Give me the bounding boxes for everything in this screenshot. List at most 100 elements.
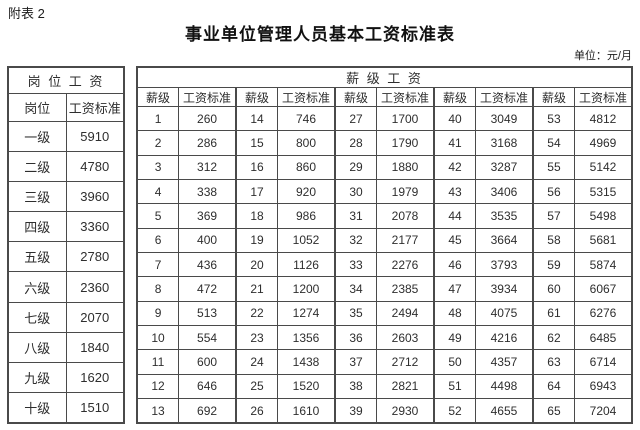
- salary-value-cell: 6485: [574, 325, 633, 351]
- salary-value-cell: 692: [178, 398, 237, 424]
- position-grade-cell: 六级: [7, 271, 67, 303]
- standard-column-header: 工资标准: [475, 87, 534, 107]
- position-salary-cell: 5910: [65, 120, 125, 152]
- grade-number-cell: 54: [531, 130, 576, 156]
- grade-number-cell: 21: [234, 276, 279, 302]
- grade-number-cell: 15: [234, 130, 279, 156]
- table-row: 13 692 26 1610 39 2930 52 4655 65 7204: [136, 398, 633, 424]
- salary-value-cell: 369: [178, 203, 237, 229]
- grade-number-cell: 60: [531, 276, 576, 302]
- salary-value-cell: 5681: [574, 227, 633, 254]
- salary-value-cell: 746: [277, 105, 336, 132]
- grade-number-cell: 20: [234, 252, 279, 278]
- grade-column-header-row: 薪级 工资标准 薪级 工资标准 薪级 工资标准 薪级 工资标准 薪级 工资标准: [136, 87, 633, 107]
- standard-column-header: 工资标准: [65, 92, 125, 122]
- grade-number-cell: 41: [432, 130, 477, 156]
- salary-value-cell: 3664: [475, 227, 534, 254]
- salary-value-cell: 6067: [574, 276, 633, 302]
- table-row: 3 312 16 860 29 1880 42 3287 55 5142: [136, 154, 633, 181]
- grade-number-cell: 28: [333, 130, 378, 156]
- salary-value-cell: 338: [178, 179, 237, 205]
- grade-number-cell: 31: [333, 203, 378, 229]
- salary-value-cell: 5874: [574, 252, 633, 278]
- grade-number-cell: 23: [234, 325, 279, 351]
- grade-number-cell: 26: [234, 398, 279, 424]
- table-row: 九级 1620: [7, 361, 125, 394]
- salary-value-cell: 4357: [475, 349, 534, 375]
- position-salary-cell: 3360: [65, 211, 125, 243]
- table-row: 十级 1510: [7, 392, 125, 424]
- grade-number-cell: 45: [432, 227, 477, 254]
- salary-value-cell: 3168: [475, 130, 534, 156]
- grade-number-cell: 13: [136, 398, 180, 424]
- grade-number-cell: 44: [432, 203, 477, 229]
- grade-number-cell: 17: [234, 179, 279, 205]
- table-row: 9 513 22 1274 35 2494 48 4075 61 6276: [136, 300, 633, 327]
- table-row: 七级 2070: [7, 301, 125, 333]
- table-row: 6 400 19 1052 32 2177 45 3664 58 5681: [136, 227, 633, 254]
- salary-value-cell: 286: [178, 130, 237, 156]
- grade-number-cell: 36: [333, 325, 378, 351]
- table-row: 八级 1840: [7, 331, 125, 364]
- salary-value-cell: 3406: [475, 179, 534, 205]
- grade-number-cell: 47: [432, 276, 477, 302]
- salary-value-cell: 646: [178, 373, 237, 400]
- grade-number-cell: 62: [531, 325, 576, 351]
- salary-value-cell: 1274: [277, 300, 336, 327]
- position-salary-cell: 1620: [65, 361, 125, 394]
- grade-column-header: 薪级: [136, 87, 180, 107]
- grade-number-cell: 7: [136, 252, 180, 278]
- tables-container: 岗 位 工 资 岗位 工资标准 一级 5910 二级 4780 三级 3960 四级 3360…: [7, 66, 633, 424]
- table-row: 8 472 21 1200 34 2385 47 3934 60 6067: [136, 276, 633, 302]
- salary-value-cell: 4969: [574, 130, 633, 156]
- salary-value-cell: 513: [178, 300, 237, 327]
- grade-number-cell: 38: [333, 373, 378, 400]
- position-grade-cell: 八级: [7, 331, 67, 364]
- grade-number-cell: 52: [432, 398, 477, 424]
- position-table-body: 一级 5910 二级 4780 三级 3960 四级 3360 五级 2780 六级 2360 七级 20…: [7, 120, 125, 424]
- salary-value-cell: 6943: [574, 373, 633, 400]
- grade-number-cell: 3: [136, 154, 180, 181]
- position-salary-cell: 2360: [65, 271, 125, 303]
- table-row: 五级 2780: [7, 241, 125, 273]
- salary-value-cell: 2276: [376, 252, 435, 278]
- grade-number-cell: 49: [432, 325, 477, 351]
- salary-value-cell: 1052: [277, 227, 336, 254]
- grade-number-cell: 50: [432, 349, 477, 375]
- salary-value-cell: 312: [178, 154, 237, 181]
- position-salary-cell: 2780: [65, 241, 125, 273]
- grade-number-cell: 61: [531, 300, 576, 327]
- grade-number-cell: 27: [333, 105, 378, 132]
- table-row: 5 369 18 986 31 2078 44 3535 57 5498: [136, 203, 633, 229]
- grade-number-cell: 4: [136, 179, 180, 205]
- grade-number-cell: 11: [136, 349, 180, 375]
- grade-number-cell: 30: [333, 179, 378, 205]
- salary-value-cell: 2603: [376, 325, 435, 351]
- salary-value-cell: 4812: [574, 105, 633, 132]
- salary-value-cell: 4498: [475, 373, 534, 400]
- table-row: 四级 3360: [7, 211, 125, 243]
- table-row: 1 260 14 746 27 1700 40 3049 53 4812: [136, 105, 633, 132]
- salary-value-cell: 2385: [376, 276, 435, 302]
- salary-value-cell: 860: [277, 154, 336, 181]
- grade-number-cell: 48: [432, 300, 477, 327]
- salary-value-cell: 3049: [475, 105, 534, 132]
- position-column-header: 岗位: [7, 92, 67, 122]
- table-row: 4 338 17 920 30 1979 43 3406 56 5315: [136, 179, 633, 205]
- grade-number-cell: 6: [136, 227, 180, 254]
- grade-number-cell: 8: [136, 276, 180, 302]
- table-row: 7 436 20 1126 33 2276 46 3793 59 5874: [136, 252, 633, 278]
- position-grade-cell: 二级: [7, 150, 67, 182]
- position-grade-cell: 九级: [7, 361, 67, 394]
- grade-number-cell: 12: [136, 373, 180, 400]
- grade-number-cell: 55: [531, 154, 576, 181]
- grade-number-cell: 10: [136, 325, 180, 351]
- position-table-header: 岗 位 工 资: [7, 66, 125, 94]
- salary-value-cell: 3535: [475, 203, 534, 229]
- grade-number-cell: 9: [136, 300, 180, 327]
- salary-value-cell: 436: [178, 252, 237, 278]
- table-row: 11 600 24 1438 37 2712 50 4357 63 6714: [136, 349, 633, 375]
- grade-salary-table: 薪 级 工 资 薪级 工资标准 薪级 工资标准 薪级 工资标准 薪级 工资标准 薪级 工资标准 1…: [136, 66, 633, 424]
- salary-value-cell: 1126: [277, 252, 336, 278]
